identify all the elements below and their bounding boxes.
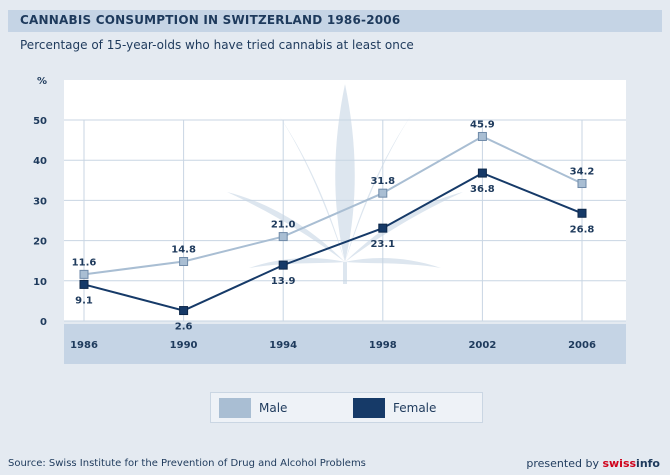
data-label-male: 45.9: [470, 119, 495, 130]
data-point-male: [79, 269, 89, 279]
line-chart: 0 10 20 30 40 50% 1986 1990 1994 1998 2002 2006 11…: [33, 76, 626, 364]
y-tick-label: 50: [33, 116, 47, 127]
y-tick-label: 0: [40, 317, 47, 328]
gridlines: [64, 119, 626, 322]
data-label-male: 31.8: [370, 176, 395, 187]
legend-swatch-female: [353, 398, 385, 418]
data-label-female: 9.1: [75, 295, 93, 306]
y-tick-label: 10: [33, 277, 47, 288]
series-line-female: [83, 171, 583, 312]
x-tick-label: 1994: [269, 340, 297, 351]
legend-label-female: Female: [393, 401, 437, 415]
chart-title: CANNABIS CONSUMPTION IN SWITZERLAND 1986…: [20, 13, 401, 27]
data-label-male: 11.6: [72, 257, 97, 268]
brand-swiss: swiss: [602, 457, 637, 470]
y-axis: 0 10 20 30 40 50%: [33, 76, 47, 328]
source-note: Source: Swiss Institute for the Preventi…: [8, 458, 366, 469]
x-tick-label: 1998: [369, 340, 397, 351]
data-label-female: 13.9: [271, 276, 296, 287]
legend-swatch-male: [219, 398, 251, 418]
data-label-female: 26.8: [570, 224, 595, 235]
data-point-male: [278, 232, 288, 242]
data-labels: 11.6 14.8 21.0 31.8 45.9 34.2 9.1 2.6 13.9 23.1 36…: [72, 119, 595, 332]
data-point-female: [577, 208, 587, 218]
data-label-male: 21.0: [271, 220, 296, 231]
series-line-male: [83, 135, 583, 276]
x-tick-label: 1986: [70, 340, 98, 351]
presented-by-text: presented by: [526, 457, 603, 470]
legend-label-male: Male: [259, 401, 288, 415]
x-axis-band: [64, 324, 626, 364]
data-point-male: [477, 131, 487, 141]
x-tick-label: 2006: [568, 340, 596, 351]
data-point-male: [179, 257, 189, 267]
brand-info: info: [636, 457, 660, 470]
data-point-male: [577, 179, 587, 189]
legend: Male Female: [210, 392, 483, 423]
data-label-male: 14.8: [171, 245, 196, 256]
data-point-female: [79, 279, 89, 289]
data-point-female: [278, 260, 288, 270]
x-axis: 1986 1990 1994 1998 2002 2006: [70, 340, 596, 351]
data-point-female: [378, 223, 388, 233]
data-label-female: 2.6: [175, 322, 193, 333]
swissinfo-logo: swissinfo: [602, 457, 660, 470]
presented-by: presented by swissinfo: [526, 457, 660, 470]
title-bar: CANNABIS CONSUMPTION IN SWITZERLAND 1986…: [8, 10, 662, 32]
data-point-female: [477, 168, 487, 178]
data-point-female: [179, 306, 189, 316]
y-tick-label: 30: [33, 196, 47, 207]
x-tick-label: 2002: [468, 340, 496, 351]
data-label-male: 34.2: [570, 167, 595, 178]
data-point-male: [378, 188, 388, 198]
series-layer: [79, 131, 587, 316]
data-label-female: 23.1: [370, 239, 395, 250]
y-tick-label: 40: [33, 156, 47, 167]
x-tick-label: 1990: [170, 340, 198, 351]
y-tick-label: 20: [33, 237, 47, 248]
chart-subtitle: Percentage of 15-year-olds who have trie…: [20, 38, 414, 52]
data-label-female: 36.8: [470, 184, 495, 195]
cannabis-leaf-icon: [227, 84, 463, 284]
y-axis-unit-label: %: [37, 76, 47, 87]
